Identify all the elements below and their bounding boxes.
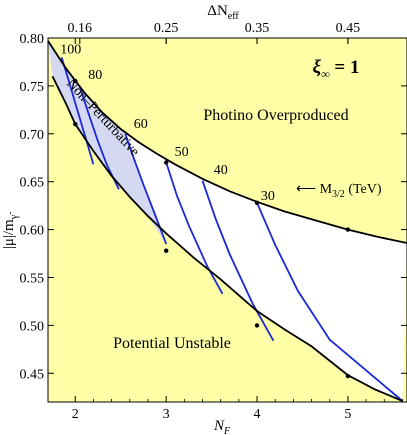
boundary-marker <box>164 160 169 165</box>
nonperturbative-region <box>48 40 167 244</box>
y-tick-label: 0.80 <box>20 32 45 47</box>
top-tick-label: 0.25 <box>154 21 179 36</box>
potential-unstable-label: Potential Unstable <box>113 335 231 352</box>
contour-line-40 <box>201 180 275 342</box>
y-tick-label: 0.45 <box>20 367 45 382</box>
boundary-marker <box>254 200 260 205</box>
boundary-marker <box>345 227 351 232</box>
y-tick-label: 0.60 <box>20 224 45 239</box>
top-axis: 0.16 0.25 0.35 0.45 <box>68 21 361 44</box>
y-tick-label: 0.50 <box>20 319 45 334</box>
top-tick-label: 0.45 <box>336 21 361 36</box>
top-tick-label: 0.16 <box>68 21 93 36</box>
contour-line-30 <box>256 202 404 402</box>
boundary-marker <box>164 248 169 253</box>
boundary-markers <box>73 78 351 379</box>
gravitino-mass-label: ⟵ M3/2 (TeV) <box>296 182 382 200</box>
contour-label-40: 40 <box>214 163 228 178</box>
photino-overproduced-label: Photino Overproduced <box>203 107 348 124</box>
contour-label-30: 30 <box>261 189 275 204</box>
y-tick-label: 0.55 <box>20 271 45 286</box>
top-axis-label: ΔNeff <box>207 3 239 22</box>
boundary-marker <box>254 323 260 328</box>
boundary-marker <box>73 122 78 127</box>
boundary-marker <box>345 373 351 379</box>
x-tick-label: 3 <box>163 407 170 422</box>
y-axis: 0.45 0.50 0.55 0.60 0.65 0.70 0.75 0.80 <box>20 32 407 382</box>
boundary-marker <box>73 78 78 84</box>
x-tick-label: 4 <box>254 407 261 422</box>
y-axis-label: |μ|/mγ̃ <box>1 211 20 249</box>
plot-area: 100 80 60 50 40 30 <box>48 38 407 402</box>
plot-frame <box>47 37 407 403</box>
contour-label-50: 50 <box>175 145 189 160</box>
contour-label-80: 80 <box>88 68 102 83</box>
contour-label-60: 60 <box>134 117 148 132</box>
contour-line-50 <box>165 162 224 295</box>
x-axis-label: NF <box>213 418 231 435</box>
y-tick-label: 0.70 <box>20 128 45 143</box>
contour-line-100 <box>60 56 95 165</box>
xi-infinity-label: ξ∞ = 1 <box>313 57 360 81</box>
top-tick-label: 0.35 <box>245 21 270 36</box>
x-tick-label: 2 <box>72 407 79 422</box>
contour-labels: 100 80 60 50 40 30 <box>60 42 275 204</box>
mass-contours <box>60 56 404 402</box>
upper-boundary-curve <box>48 40 407 244</box>
y-tick-label: 0.65 <box>20 176 45 191</box>
x-tick-label: 5 <box>344 407 351 422</box>
allowed-region <box>48 40 407 402</box>
contour-line-80 <box>78 86 120 190</box>
contour-label-100: 100 <box>60 42 81 57</box>
y-tick-label: 0.75 <box>20 80 45 95</box>
lower-boundary-curve <box>51 75 403 402</box>
